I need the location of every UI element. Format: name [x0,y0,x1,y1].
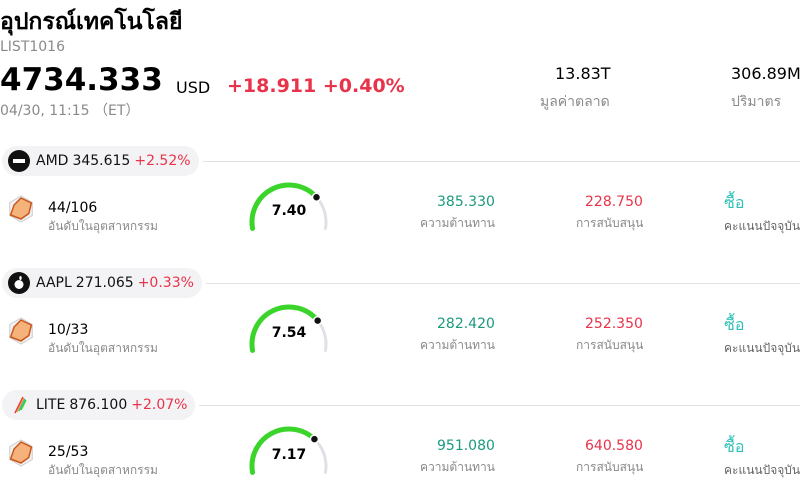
change-pct: +0.40% [322,75,405,97]
gauge-dot [312,315,323,326]
volume-label: ปริมาตร [731,94,782,110]
rating-label: คะแนนปัจจุบัน [724,341,800,355]
price: 4734.333 [0,62,163,98]
market-cap-label: มูลค่าตลาด [540,94,610,110]
resistance-label: ความต้านทาน [420,216,495,230]
stock-change: +2.07% [131,397,188,413]
time: 04/30, 11:15 （ET） [0,103,140,119]
support: 640.580 [585,438,643,454]
logo-stroke [20,399,27,411]
radar-shape [9,197,33,220]
logo-stroke [18,398,26,412]
volume: 306.89M [731,64,800,83]
gauge-dot [309,434,320,444]
resistance: 951.080 [437,438,495,454]
radar-shape [9,319,33,342]
resistance-label: ความต้านทาน [420,460,495,474]
stock-pill[interactable]: AMD 345.615 +2.52% [2,146,199,176]
support-label: การสนับสนุน [576,460,644,474]
logo-mark [14,280,24,289]
market-cap: 13.83T [555,64,611,83]
gauge-fill [249,426,317,475]
stock-pill[interactable]: AAPL 271.065 +0.33% [2,268,202,298]
rating: ซื้อ [724,193,745,212]
score: 7.17 [272,447,307,463]
support: 228.750 [585,194,643,210]
ticker: AMD [36,153,69,169]
title: อุปกรณ์เทคโนโลยี [0,9,183,35]
rank: 44/106 [48,200,98,216]
change-value: +18.911 [227,75,317,97]
currency: USD [176,78,211,97]
resistance-label: ความต้านทาน [420,338,495,352]
score-gauge: 7.54 [249,304,328,353]
change: +18.911 +0.40% [227,75,405,97]
stock-price: 876.100 [69,397,128,413]
score-gauge: 7.40 [249,182,328,231]
stock-change: +0.33% [137,275,194,291]
score-gauge: 7.17 [249,426,328,475]
stock-pill[interactable]: LITE 876.100 +2.07% [2,390,196,420]
rank-icon [9,195,33,223]
logo-mark [13,159,25,163]
stock-change: +2.52% [134,153,191,169]
rating-label: คะแนนปัจจุบัน [724,463,800,477]
divider [202,161,800,162]
resistance: 385.330 [437,194,495,210]
stock-price: 345.615 [72,153,131,169]
support: 252.350 [585,316,643,332]
divider [205,283,800,284]
rating-label: คะแนนปัจจุบัน [724,219,800,233]
rank-label: อันดับในอุตสาหกรรม [48,219,158,233]
support-label: การสนับสนุน [576,216,644,230]
stock-logo [14,396,27,414]
rating: ซื้อ [724,315,745,334]
stock-price: 271.065 [75,275,134,291]
support-label: การสนับสนุน [576,338,644,352]
rank-label: อันดับในอุตสาหกรรม [48,463,158,477]
rank: 10/33 [48,322,89,338]
code: LIST1016 [0,39,65,55]
rank-icon [9,439,33,467]
gauge-fill [249,304,321,353]
rank-label: อันดับในอุตสาหกรรม [48,341,158,355]
stock-logo [8,150,30,172]
radar-shape [9,441,33,464]
rank-icon [9,317,33,345]
logo-leaf [19,276,22,280]
stock-logo [8,272,30,294]
logo-stroke [14,396,24,414]
score: 7.54 [272,325,307,341]
ticker: AAPL [36,275,72,291]
ticker: LITE [36,397,66,413]
score: 7.40 [272,203,307,219]
gauge-fill [249,182,319,231]
divider [199,405,800,406]
rank: 25/53 [48,444,89,460]
rating: ซื้อ [724,437,745,456]
logo-stroke [16,397,25,413]
resistance: 282.420 [437,316,495,332]
gauge-dot [311,192,322,202]
